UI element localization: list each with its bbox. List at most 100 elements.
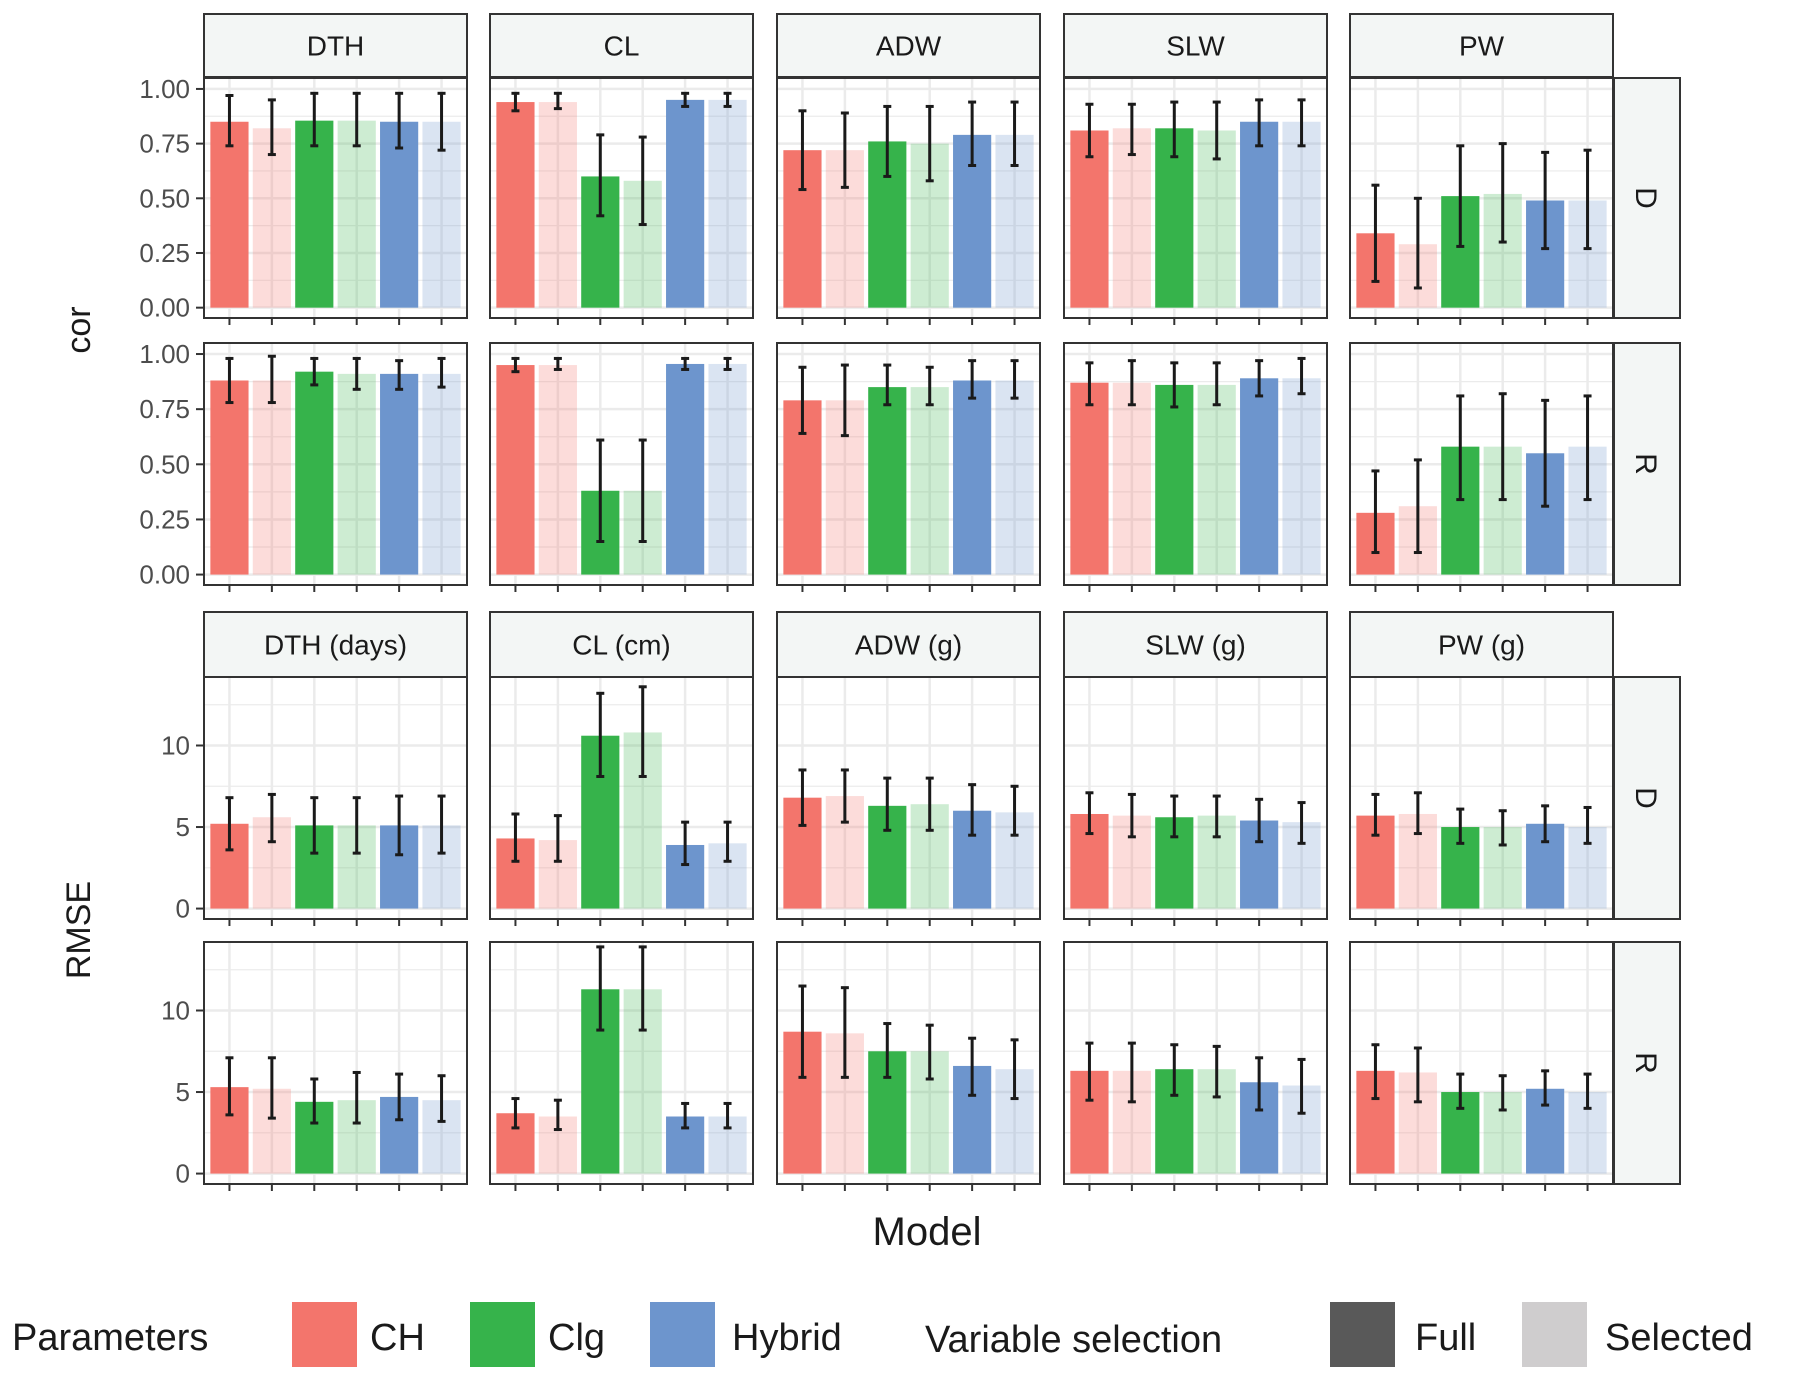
column-strip	[1063, 611, 1328, 678]
bar	[708, 363, 747, 575]
bar	[337, 373, 376, 575]
legend-key-selected	[1522, 1302, 1587, 1367]
panel-dth-r	[203, 342, 468, 592]
bar	[1155, 384, 1194, 575]
panel-border	[489, 676, 754, 920]
column-strip-label: DTH	[307, 31, 365, 62]
bar	[380, 121, 419, 308]
y-tick-label: 5	[176, 1077, 190, 1107]
y-tick-label: 0.75	[139, 129, 190, 159]
y-tick-label: 1.00	[139, 74, 190, 104]
panel-border	[776, 941, 1041, 1185]
bar	[1240, 378, 1279, 575]
bar	[295, 371, 334, 575]
y-tick-label: 0.50	[139, 183, 190, 213]
panel-adw-r	[776, 941, 1041, 1191]
bar	[538, 102, 577, 308]
panel-border	[489, 941, 754, 1185]
y-tick-label: 10	[161, 730, 190, 760]
panel-dth-d	[203, 77, 468, 325]
panel-border	[776, 342, 1041, 586]
column-strip-label: DTH (days)	[264, 630, 407, 661]
y-axis-label-cor: cor	[60, 306, 98, 353]
bar	[995, 380, 1034, 575]
y-tick-label: 1.00	[139, 339, 190, 369]
y-tick-label: 0.50	[139, 449, 190, 479]
column-strip	[1349, 611, 1614, 678]
panel-border	[489, 77, 754, 319]
panel-border	[1349, 941, 1614, 1185]
panel-dth-r	[203, 941, 468, 1191]
panel-border	[203, 676, 468, 920]
panel-slw-d	[1063, 77, 1328, 325]
column-strip	[203, 13, 468, 78]
column-strip	[489, 13, 754, 78]
panel-cl-d	[489, 77, 754, 325]
bar	[210, 121, 249, 308]
bar	[953, 380, 992, 575]
legend-title-parameters: Parameters	[12, 1317, 208, 1359]
panel-pw-r	[1349, 941, 1614, 1191]
panel-adw-d	[776, 676, 1041, 926]
panel-slw-d	[1063, 676, 1328, 926]
panel-border	[1063, 342, 1328, 586]
bar	[496, 102, 535, 308]
y-tick-label: 10	[161, 995, 190, 1025]
panel-border	[1063, 676, 1328, 920]
panel-border	[1349, 342, 1614, 586]
panel-border	[489, 342, 754, 586]
bar	[910, 387, 949, 575]
x-axis-label: Model	[873, 1210, 982, 1254]
panel-border	[776, 676, 1041, 920]
row-strip-label: R	[1629, 453, 1662, 475]
column-strip	[776, 611, 1041, 678]
bar	[1070, 130, 1109, 308]
column-strip-label: ADW (g)	[855, 630, 962, 661]
bar	[1282, 378, 1321, 575]
bar	[868, 387, 907, 575]
panel-border	[203, 342, 468, 586]
bar	[380, 373, 419, 575]
bar	[1240, 121, 1279, 308]
row-strip-label: D	[1629, 187, 1662, 209]
bar	[666, 99, 705, 308]
bar	[1197, 384, 1236, 575]
legend-label-selected: Selected	[1605, 1317, 1753, 1359]
bar	[666, 363, 705, 575]
panel-border	[1063, 941, 1328, 1185]
panel-border	[776, 77, 1041, 319]
legend-label-hybrid: Hybrid	[732, 1317, 842, 1359]
y-tick-label: 0	[176, 894, 190, 924]
bar	[1112, 382, 1151, 575]
row-strip	[1613, 941, 1681, 1185]
column-strip-label: CL (cm)	[572, 630, 671, 661]
legend-title-selection: Variable selection	[925, 1319, 1222, 1361]
panel-border	[1349, 77, 1614, 319]
y-axis-label-rmse: RMSE	[60, 881, 98, 979]
panel-pw-d	[1349, 676, 1614, 926]
bar	[1112, 128, 1151, 308]
bar	[295, 120, 334, 308]
panel-border	[1349, 676, 1614, 920]
row-strip-label: R	[1629, 1052, 1662, 1074]
bar	[496, 365, 535, 575]
panel-border	[203, 941, 468, 1185]
legend-label-clg: Clg	[548, 1317, 605, 1359]
bar	[708, 99, 747, 308]
legend-label-ch: CH	[370, 1317, 425, 1359]
panel-adw-d	[776, 77, 1041, 325]
y-tick-label: 0.00	[139, 293, 190, 323]
y-tick-label: 5	[176, 812, 190, 842]
legend: Parameters CH Clg Hybrid Variable select…	[12, 1302, 1753, 1367]
column-strip-label: PW	[1459, 31, 1505, 62]
column-strip-label: ADW	[876, 31, 942, 62]
legend-label-full: Full	[1415, 1317, 1476, 1359]
legend-key-hybrid	[650, 1302, 715, 1367]
column-strip-label: CL	[604, 31, 640, 62]
legend-key-clg	[470, 1302, 535, 1367]
panel-cl-r	[489, 941, 754, 1191]
column-strip	[203, 611, 468, 678]
column-strip	[1063, 13, 1328, 78]
y-tick-label: 0.00	[139, 560, 190, 590]
bar	[422, 121, 461, 308]
